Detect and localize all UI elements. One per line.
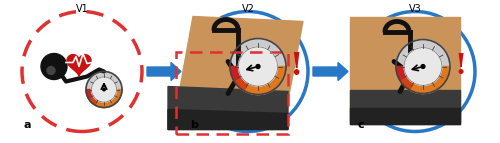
Wedge shape	[104, 90, 122, 108]
Circle shape	[47, 66, 55, 75]
Circle shape	[240, 48, 276, 85]
Wedge shape	[400, 66, 423, 90]
Text: c: c	[357, 120, 364, 130]
Wedge shape	[88, 90, 104, 105]
Circle shape	[421, 65, 425, 68]
Circle shape	[230, 38, 286, 95]
Wedge shape	[244, 66, 258, 95]
Circle shape	[396, 39, 450, 94]
Wedge shape	[95, 90, 104, 108]
Wedge shape	[234, 66, 258, 91]
Circle shape	[86, 72, 122, 108]
Circle shape	[238, 47, 278, 86]
FancyArrow shape	[313, 62, 348, 81]
Text: V3: V3	[408, 3, 422, 13]
Circle shape	[102, 88, 106, 91]
FancyArrow shape	[147, 62, 181, 81]
Wedge shape	[86, 90, 104, 99]
Polygon shape	[168, 110, 288, 130]
Circle shape	[41, 53, 67, 80]
Text: b: b	[190, 120, 198, 130]
Text: !: !	[455, 53, 467, 80]
Circle shape	[256, 64, 260, 68]
Circle shape	[404, 48, 442, 85]
Circle shape	[406, 49, 440, 84]
Text: V2: V2	[242, 3, 254, 13]
Circle shape	[92, 77, 116, 102]
Bar	[176, 51, 288, 134]
Circle shape	[92, 78, 116, 101]
Wedge shape	[258, 66, 286, 95]
Wedge shape	[410, 66, 423, 94]
Polygon shape	[173, 16, 303, 127]
Wedge shape	[396, 66, 423, 80]
Wedge shape	[230, 66, 258, 81]
Text: a: a	[24, 120, 32, 130]
Polygon shape	[67, 55, 91, 76]
Polygon shape	[168, 87, 288, 130]
Polygon shape	[350, 16, 460, 122]
Text: V1: V1	[76, 3, 88, 13]
Text: !: !	[290, 51, 302, 82]
Wedge shape	[423, 66, 450, 94]
Polygon shape	[350, 108, 460, 124]
Polygon shape	[350, 90, 460, 124]
